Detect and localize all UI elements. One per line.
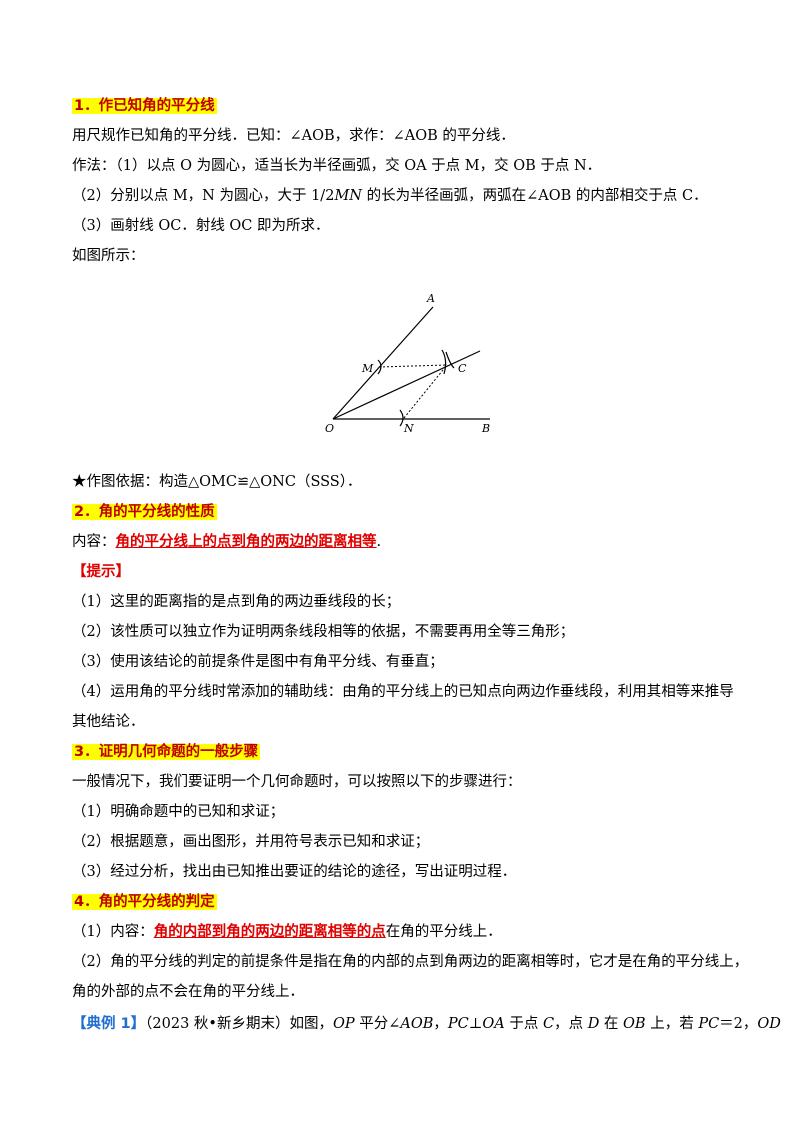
s2-content: 内容：角的平分线上的点到角的两边的距离相等. <box>72 532 381 552</box>
s2-content-theorem: 角的平分线上的点到角的两边的距离相等 <box>115 534 377 550</box>
example-var-pc: PC <box>447 1016 469 1032</box>
example-text-16: ＝2， <box>719 1016 758 1032</box>
s2-tip-label: 【提示】 <box>72 564 130 580</box>
s4-content: （1）内容：角的内部到角的两边的距离相等的点在角的平分线上． <box>72 922 502 942</box>
label-o: O <box>325 422 334 435</box>
ray-oa <box>332 306 434 420</box>
angle-bisector-figure: A M C O N B <box>325 292 490 435</box>
example-var-oa: OA <box>482 1016 505 1032</box>
arc-c-1 <box>441 349 447 375</box>
label-n: N <box>403 422 414 435</box>
s3-step-2: （2）根据题意，画出图形，并用符号表示已知和求证； <box>72 834 430 850</box>
s1-line-2: 作法：（1）以点 O 为圆心，适当长为半径画弧，交 OA 于点 M，交 OB 于… <box>72 158 602 174</box>
example-var-aob: AOB <box>400 1016 434 1032</box>
section-3-heading: 3．证明几何命题的一般步骤 <box>72 742 261 762</box>
s1-line-5: 如图所示： <box>72 248 145 264</box>
example-var-d: D <box>587 1016 600 1032</box>
example-var-c: C <box>542 1016 555 1032</box>
ray-oc <box>332 350 481 420</box>
s2-content-prefix: 内容： <box>72 534 116 550</box>
example-text-8: 于点 <box>504 1016 543 1032</box>
example-perp: ⊥ <box>468 1016 483 1032</box>
label-b: B <box>481 422 490 435</box>
s4-content-suffix: 在角的平分线上． <box>385 924 502 940</box>
arc-c-2 <box>445 351 455 369</box>
segment-nc <box>403 364 448 419</box>
example-text-14: 上，若 <box>645 1016 699 1032</box>
s2-tip-4: （4）运用角的平分线时常添加的辅助线：由角的平分线上的已知点向两边作垂线段，利用… <box>72 684 734 700</box>
s3-step-1: （1）明确命题中的已知和求证； <box>72 804 285 820</box>
section-2-heading: 2．角的平分线的性质 <box>72 502 217 522</box>
arc-n <box>399 409 404 427</box>
example-text-4: ， <box>433 1016 448 1032</box>
s1-line-3-mn: MN <box>334 188 362 204</box>
s3-intro: 一般情况下，我们要证明一个几何命题时，可以按照以下的步骤进行： <box>72 774 522 790</box>
s1-line-3c: 的长为半径画弧，两弧在∠AOB 的内部相交于点 C． <box>361 188 708 204</box>
section-1-heading: 1．作已知角的平分线 <box>72 96 217 116</box>
construction-basis: ★作图依据：构造△OMC≌△ONC（SSS）． <box>72 474 362 490</box>
example-1: 【典例 1】（2023 秋•新乡期末）如图，OP 平分∠AOB，PC⊥OA 于点… <box>72 1014 781 1034</box>
example-text-12: 在 <box>599 1016 624 1032</box>
example-var-pc-2: PC <box>698 1016 720 1032</box>
example-var-od: OD <box>757 1016 781 1032</box>
s3-step-3: （3）经过分析，找出由已知推出要证的结论的途径，写出证明过程． <box>72 864 517 880</box>
section-1-heading-text: 1．作已知角的平分线 <box>72 98 217 114</box>
s2-content-suffix: . <box>376 534 382 550</box>
example-text-2: 平分∠ <box>354 1016 401 1032</box>
segment-mc <box>378 364 448 368</box>
s2-tip-1: （1）这里的距离指的是点到角的两边垂线段的长； <box>72 594 401 610</box>
example-var-op: OP <box>332 1016 355 1032</box>
section-4-heading: 4．角的平分线的判定 <box>72 892 217 912</box>
s2-tip-2: （2）该性质可以独立作为证明两条线段相等的依据，不需要再用全等三角形； <box>72 624 575 640</box>
s4-point-2-cont: 角的外部的点不会在角的平分线上． <box>72 984 304 1000</box>
s4-point-2: （2）角的平分线的判定的前提条件是指在角的内部的点到角两边的距离相等时，它才是在… <box>72 954 749 970</box>
example-tag: 【典例 1】 <box>72 1016 146 1032</box>
s4-content-prefix: （1）内容： <box>72 924 154 940</box>
section-4-heading-text: 4．角的平分线的判定 <box>72 894 217 910</box>
arc-m <box>377 359 382 375</box>
s2-tip-title: 【提示】 <box>72 562 130 582</box>
s1-line-1: 用尺规作已知角的平分线．已知：∠AOB，求作：∠AOB 的平分线． <box>72 128 515 144</box>
s2-tip-3: （3）使用该结论的前提条件是图中有角平分线、有垂直； <box>72 654 444 670</box>
section-3-heading-text: 3．证明几何命题的一般步骤 <box>72 744 261 760</box>
example-text-10: ，点 <box>554 1016 588 1032</box>
example-source: （2023 秋•新乡期末）如图， <box>145 1016 333 1032</box>
section-2-heading-text: 2．角的平分线的性质 <box>72 504 217 520</box>
label-a: A <box>426 292 435 305</box>
s4-content-theorem: 角的内部到角的两边的距离相等的点 <box>153 924 386 940</box>
s1-line-3a: （2）分别以点 M，N 为圆心，大于 1/2 <box>72 188 335 204</box>
label-m: M <box>361 362 374 375</box>
s2-tip-4-cont: 其他结论． <box>72 714 145 730</box>
s1-line-3: （2）分别以点 M，N 为圆心，大于 1/2MN 的长为半径画弧，两弧在∠AOB… <box>72 186 708 206</box>
label-c: C <box>458 362 467 375</box>
s1-line-4: （3）画射线 OC．射线 OC 即为所求． <box>72 218 330 234</box>
example-var-ob: OB <box>623 1016 646 1032</box>
